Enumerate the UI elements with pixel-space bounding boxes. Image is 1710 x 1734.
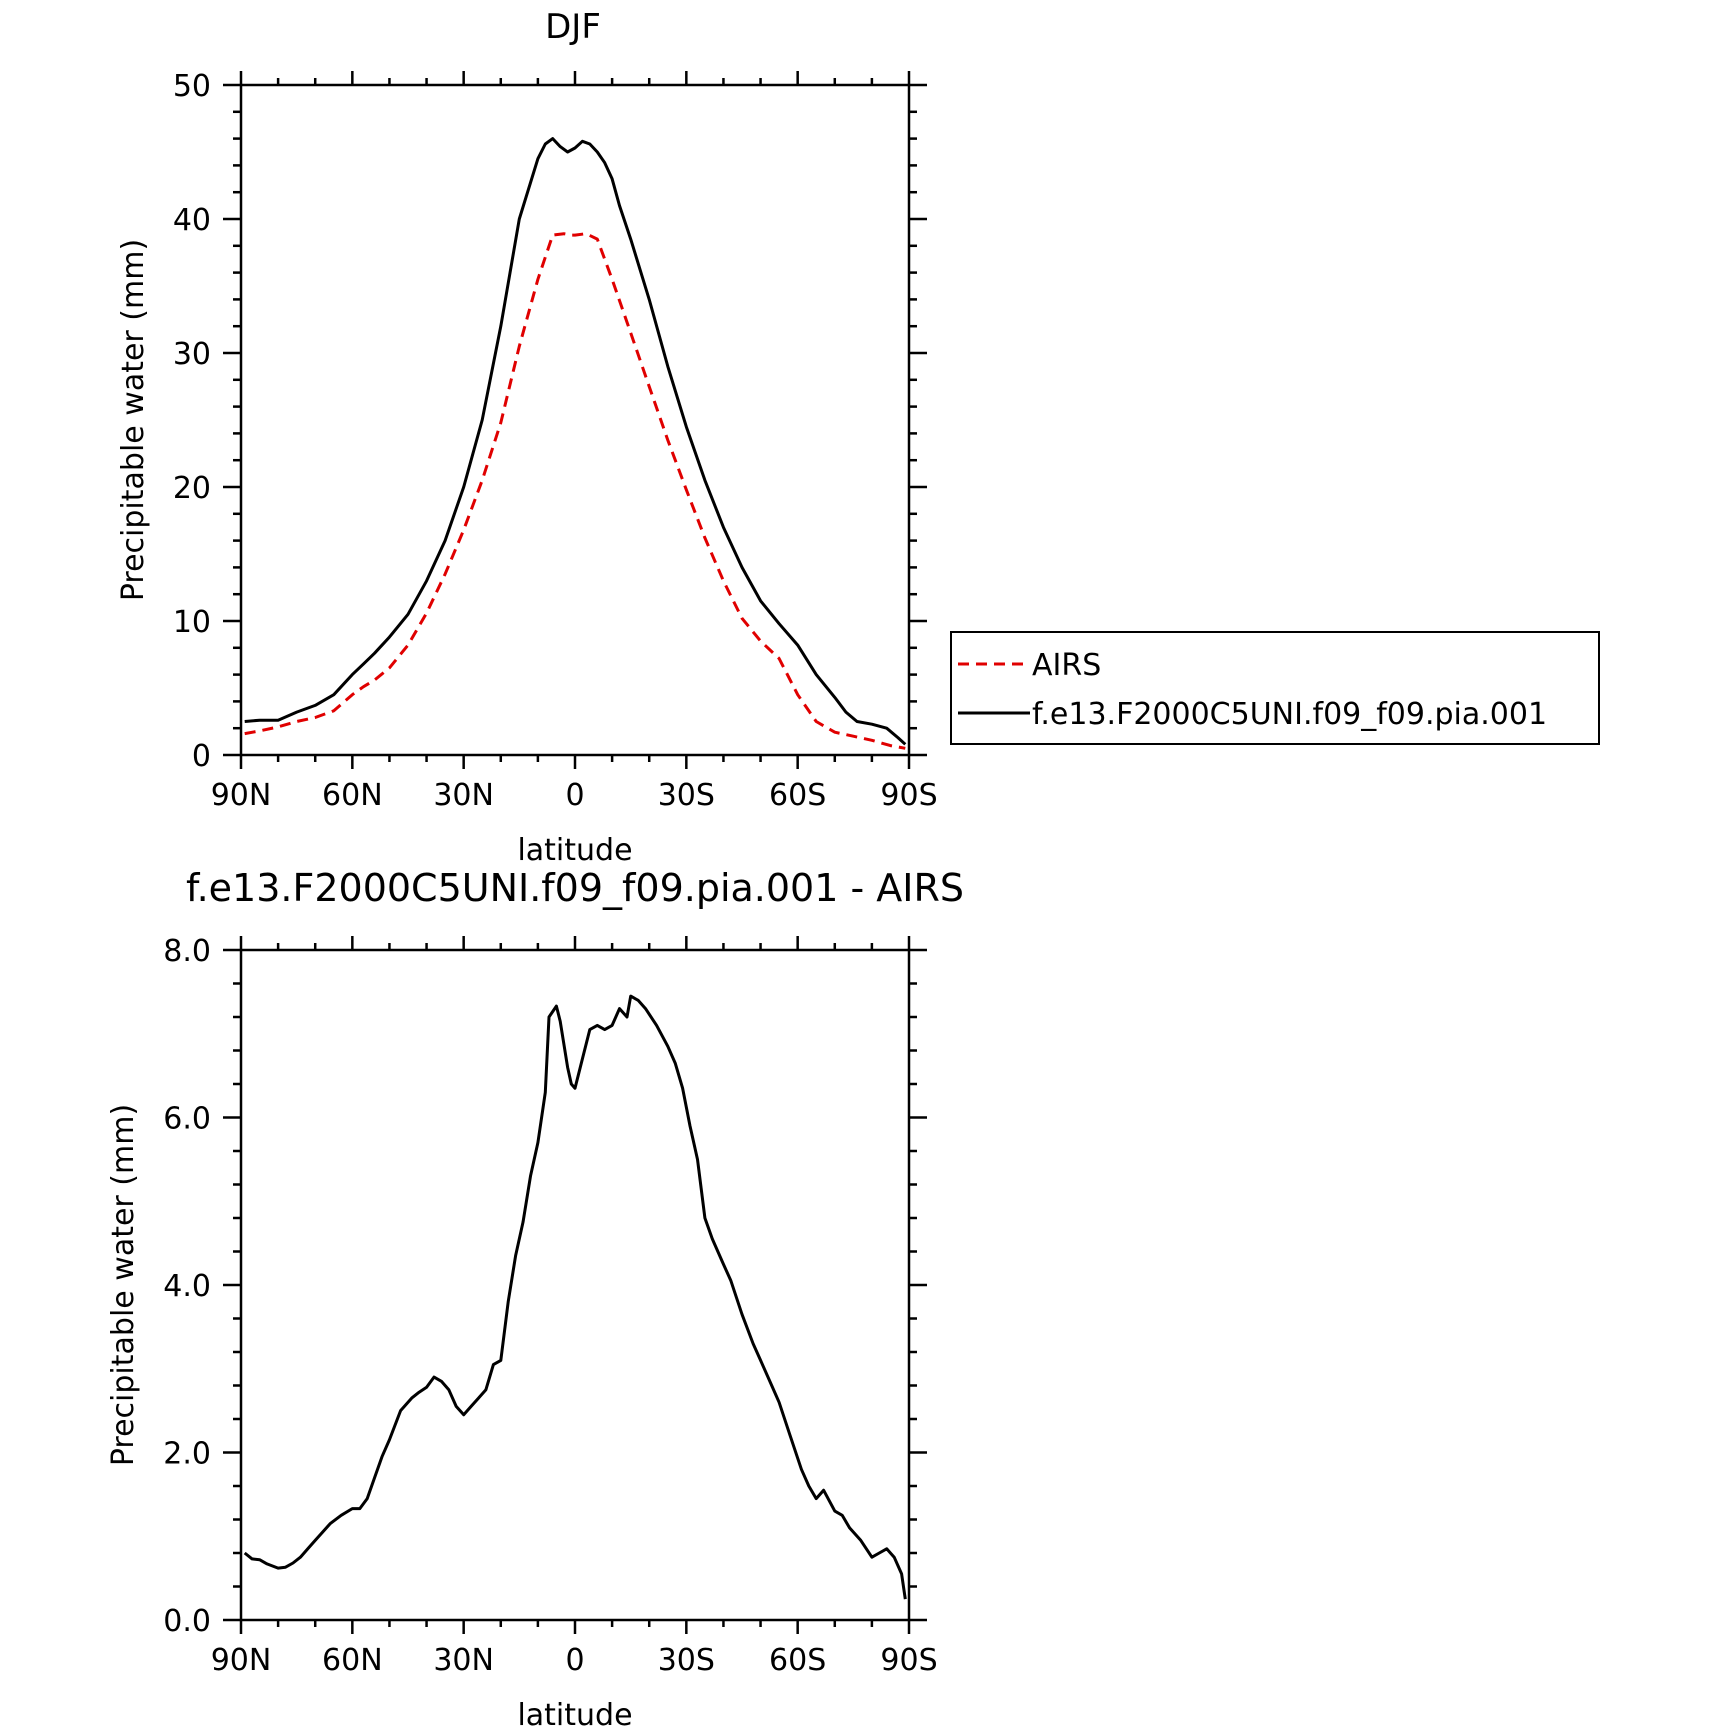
- y-tick-label: 20: [173, 471, 211, 506]
- y-tick-label: 0.0: [163, 1604, 211, 1639]
- y-tick-label: 30: [173, 337, 211, 372]
- x-axis-label: latitude: [517, 833, 632, 868]
- legend-box: [950, 631, 1600, 745]
- y-tick-label: 4.0: [163, 1269, 211, 1304]
- panel-djf: DJF 90N 60N 30N 0 30S 60S 90S 0 10 20 30 40 50 Prec…: [116, 7, 1600, 868]
- x-tick-label: 30N: [433, 778, 494, 813]
- x-tick-label: 30S: [658, 778, 715, 813]
- x-tick-label: 90N: [211, 1643, 272, 1678]
- x-ticks: 90N 60N 30N 0 30S 60S 90S: [211, 936, 938, 1678]
- x-tick-label: 0: [565, 1643, 584, 1678]
- chart-title: f.e13.F2000C5UNI.f09_f09.pia.001 - AIRS: [186, 866, 964, 910]
- x-tick-label: 90N: [211, 778, 272, 813]
- x-tick-label: 60N: [322, 778, 383, 813]
- y-tick-label: 40: [173, 203, 211, 238]
- y-axis-label: Precipitable water (mm): [116, 239, 151, 601]
- x-tick-label: 30N: [433, 1643, 494, 1678]
- legend: AIRS f.e13.F2000C5UNI.f09_f09.pia.001: [950, 631, 1600, 745]
- x-tick-label: 90S: [880, 1643, 937, 1678]
- x-axis-label: latitude: [517, 1698, 632, 1733]
- x-tick-label: 60S: [769, 1643, 826, 1678]
- series-lines: [244, 137, 907, 750]
- y-tick-label: 0: [192, 739, 211, 774]
- plot-frame: [239, 948, 911, 1622]
- panel-difference: f.e13.F2000C5UNI.f09_f09.pia.001 - AIRS …: [106, 866, 964, 1733]
- y-axis-label: Precipitable water (mm): [106, 1104, 141, 1466]
- chart-title: DJF: [545, 7, 601, 47]
- y-ticks: 0.0 2.0 4.0 6.0 8.0: [163, 934, 927, 1639]
- series-lines: [243, 994, 907, 1600]
- x-tick-label: 60N: [322, 1643, 383, 1678]
- x-ticks: 90N 60N 30N 0 30S 60S 90S: [211, 71, 938, 813]
- legend-label-model: f.e13.F2000C5UNI.f09_f09.pia.001: [1032, 697, 1547, 732]
- y-tick-label: 2.0: [163, 1437, 211, 1472]
- y-tick-label: 10: [173, 605, 211, 640]
- legend-label-airs: AIRS: [1032, 648, 1101, 683]
- x-tick-label: 60S: [769, 778, 826, 813]
- difference-line: [243, 994, 907, 1600]
- series-line-model: [244, 137, 907, 746]
- y-tick-label: 6.0: [163, 1102, 211, 1137]
- x-tick-label: 0: [565, 778, 584, 813]
- plot-frame: [239, 83, 911, 757]
- y-ticks: 0 10 20 30 40 50: [173, 69, 927, 774]
- y-tick-label: 50: [173, 69, 211, 104]
- x-tick-label: 90S: [880, 778, 937, 813]
- y-tick-label: 8.0: [163, 934, 211, 969]
- x-tick-label: 30S: [658, 1643, 715, 1678]
- series-line-airs: [244, 232, 906, 750]
